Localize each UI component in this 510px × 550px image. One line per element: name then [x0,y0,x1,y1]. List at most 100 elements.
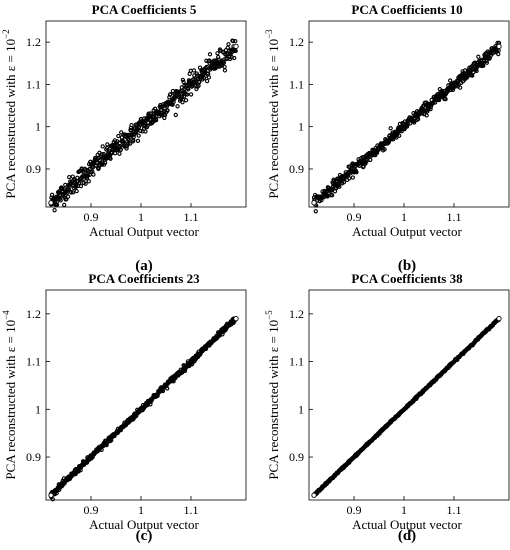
scatter-point [124,146,129,151]
panel-label: (c) [136,528,153,544]
scatter-point [48,200,54,206]
scatter-point [180,77,186,83]
scatter-point [136,124,142,130]
scatter-point [207,52,213,57]
x-tick-label: 0.9 [84,210,99,224]
scatter-point [433,100,438,105]
scatter-point [113,151,118,156]
scatter-point [330,193,335,198]
scatter-point [194,71,199,76]
scatter-point [313,209,318,214]
scatter-point [54,202,60,207]
scatter-point [350,175,356,180]
scatter-point [101,151,106,157]
scatter-point [143,129,148,134]
scatter-point [408,121,413,126]
scatter-point [185,92,190,97]
panel-label: (a) [135,258,153,274]
panel-2: PCA Coefficients 10 0.9 1 1.1 0.9 1 1.1 1.2 Actu… [264,2,510,274]
x-tick-label: 0.9 [84,503,99,517]
x-axis-label: Actual Output vector [89,224,199,239]
scatter-point [341,180,347,185]
y-tick-label: 1.2 [26,307,41,321]
panel-label: (b) [398,258,416,274]
scatter-point [100,144,105,149]
scatter-point [62,202,67,208]
scatter-point [496,315,502,322]
axes-frame [308,289,510,501]
scatter-point [180,100,185,105]
scatter-point [457,85,463,90]
scatter-point [153,117,159,123]
scatter-point [78,178,83,183]
scatter-point [188,92,194,97]
y-tick-label: 0.9 [26,450,41,464]
scatter-point [481,63,486,68]
y-tick-label: 1.2 [26,35,41,49]
scatter-point [127,141,133,146]
x-tick-label: 1.1 [184,210,199,224]
y-axis-label-exponent: −4 [1,310,11,320]
x-tick-label: 0.9 [347,503,362,517]
scatter-point [52,208,57,213]
scatter-point [129,122,134,128]
scatter-point [93,155,98,161]
scatter-point [222,68,228,73]
scatter-point [226,42,231,47]
y-axis-label: PCA reconstructed with ε = 10−5 [264,310,281,480]
scatter-point [424,113,429,118]
y-tick-label: 1 [298,120,304,134]
scatter-point [48,492,54,498]
scatter-point [135,138,141,144]
scatter-point [69,190,74,195]
scatter-point [397,133,402,138]
y-axis-label-text: PCA reconstructed with ε = 10 [266,39,281,199]
scatter-point [118,147,124,152]
x-tick-label: 1.1 [447,503,462,517]
x-tick-label: 1 [401,503,407,517]
x-tick-label: 1 [138,210,144,224]
chart-title: PCA Coefficients 38 [351,271,463,286]
panel-3: PCA Coefficients 23 0.9 1 1.1 0.9 1 1.1 1.2 Actu… [1,271,247,544]
scatter-point [105,142,110,147]
scatter-point [168,92,173,97]
y-tick-label: 1.2 [289,35,304,49]
y-tick-label: 0.9 [26,162,41,176]
chart-title: PCA Coefficients 10 [351,2,462,17]
scatter-point [186,87,191,92]
scatter-point [197,79,202,85]
y-tick-label: 1 [35,402,41,416]
y-tick-label: 1 [298,402,304,416]
x-axis-label: Actual Output vector [89,517,199,532]
scatter-point [129,128,134,133]
scatter-point [374,150,380,155]
scatter-point [204,78,210,84]
scatter-point [201,76,207,81]
scatter-point [116,133,121,139]
scatter-point [78,468,83,473]
x-tick-label: 0.9 [347,210,362,224]
y-axis-label-exponent: −5 [264,310,274,320]
scatter-point [474,68,479,74]
scatter-point [181,79,186,85]
scatter-point [233,315,239,322]
scatter-point [155,393,160,398]
scatter-point [108,156,113,161]
scatter-series [48,38,239,213]
scatter-point [86,179,91,184]
scatter-point [476,54,481,59]
scatter-point [58,198,63,203]
scatter-point [230,38,236,44]
scatter-point [138,128,143,134]
scatter-point [165,386,170,391]
y-axis-label-text: PCA reconstructed with ε = 10 [266,320,281,480]
scatter-point [119,130,124,135]
chart-title: PCA Coefficients 5 [92,2,197,17]
scatter-point [136,133,141,138]
y-axis-label-exponent: −3 [264,29,274,39]
scatter-point [347,176,352,181]
panel-label: (d) [398,528,416,544]
scatter-point [354,170,359,175]
scatter-point [233,38,238,44]
scatter-point [67,174,72,180]
